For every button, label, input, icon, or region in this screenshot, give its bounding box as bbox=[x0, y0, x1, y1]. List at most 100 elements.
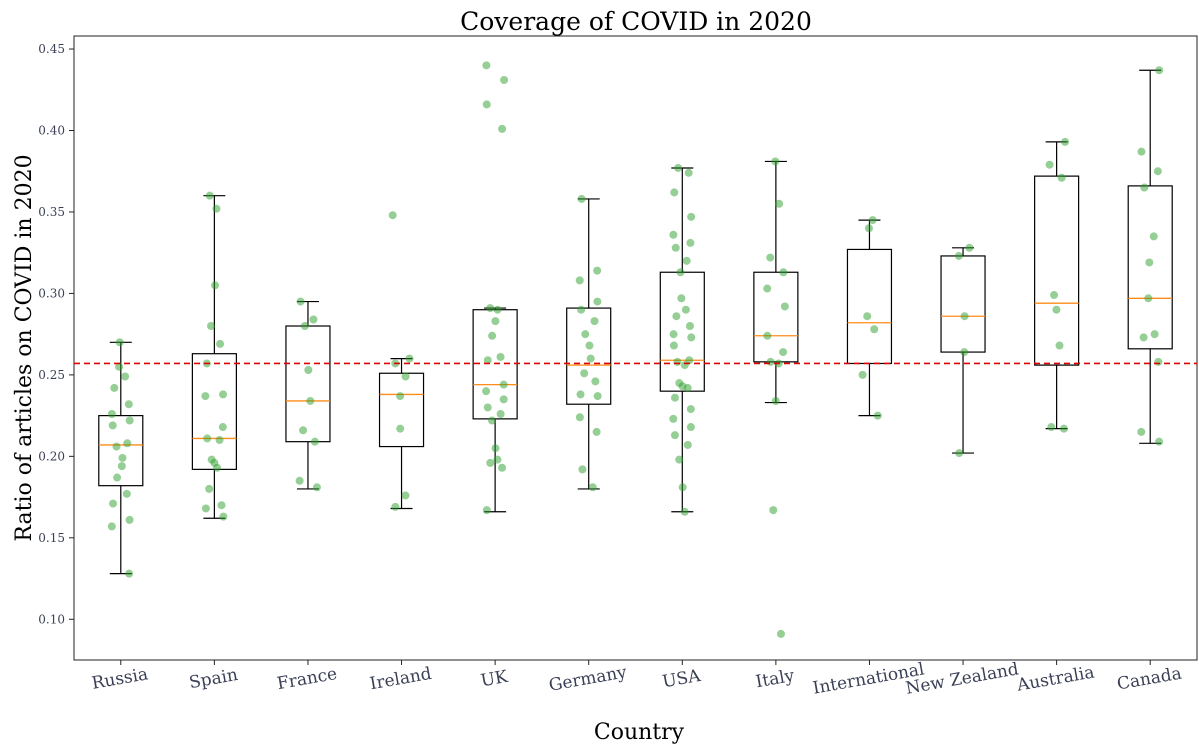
y-tick-label: 0.45 bbox=[38, 42, 65, 56]
x-tick-label: France bbox=[276, 664, 339, 694]
data-point bbox=[868, 216, 877, 225]
data-point bbox=[493, 305, 502, 314]
y-tick-label: 0.30 bbox=[38, 286, 65, 300]
data-point bbox=[219, 512, 228, 521]
data-point bbox=[585, 341, 594, 350]
data-point bbox=[205, 484, 214, 493]
data-point bbox=[216, 339, 225, 348]
data-point bbox=[109, 499, 118, 508]
data-point bbox=[769, 506, 778, 515]
data-point bbox=[684, 168, 693, 177]
data-point bbox=[396, 424, 405, 433]
data-point bbox=[577, 305, 586, 314]
data-point bbox=[391, 502, 400, 511]
data-point bbox=[125, 515, 134, 524]
box bbox=[1034, 175, 1080, 366]
data-point bbox=[201, 504, 210, 513]
y-tick-label: 0.40 bbox=[38, 123, 65, 137]
data-point bbox=[310, 437, 319, 446]
data-point bbox=[121, 372, 130, 381]
data-point bbox=[590, 317, 599, 326]
data-point bbox=[396, 392, 405, 401]
data-point bbox=[491, 317, 500, 326]
data-point bbox=[687, 333, 696, 342]
data-point bbox=[682, 256, 691, 265]
data-point bbox=[678, 483, 687, 492]
data-point bbox=[1154, 357, 1163, 366]
data-point bbox=[1045, 160, 1054, 169]
data-point bbox=[670, 431, 679, 440]
plot-frame bbox=[73, 35, 1198, 661]
data-point bbox=[960, 348, 969, 357]
data-point bbox=[578, 465, 587, 474]
data-point bbox=[1059, 424, 1068, 433]
data-point bbox=[960, 312, 969, 321]
plot-area: 0.10 0.15 0.20 0.25 0.30 0.35 0.40 0.45 Russia Sp… bbox=[38, 35, 1198, 699]
x-tick-label: Canada bbox=[1115, 664, 1183, 695]
x-tick-label: Russia bbox=[90, 664, 149, 694]
data-point bbox=[593, 266, 602, 275]
y-tick-label: 0.15 bbox=[38, 531, 65, 545]
x-tick-label: Ireland bbox=[368, 664, 433, 695]
data-point bbox=[123, 439, 132, 448]
data-point bbox=[482, 100, 491, 109]
data-point bbox=[299, 426, 308, 435]
data-point bbox=[218, 423, 227, 432]
data-point bbox=[779, 348, 788, 357]
data-point bbox=[673, 357, 682, 366]
data-point bbox=[213, 463, 222, 472]
x-tick-label: USA bbox=[661, 666, 703, 692]
data-point bbox=[1150, 330, 1159, 339]
data-point bbox=[1155, 437, 1164, 446]
data-point bbox=[681, 305, 690, 314]
box bbox=[378, 372, 425, 448]
data-point bbox=[675, 379, 684, 388]
data-point bbox=[295, 476, 304, 485]
box bbox=[659, 271, 705, 392]
data-point bbox=[581, 330, 590, 339]
data-point bbox=[309, 315, 318, 324]
data-point bbox=[212, 204, 221, 213]
box bbox=[1127, 185, 1173, 350]
data-point bbox=[217, 501, 226, 510]
data-point bbox=[125, 416, 134, 425]
data-point bbox=[500, 75, 509, 84]
data-point bbox=[486, 458, 495, 467]
data-point bbox=[1153, 167, 1162, 176]
data-point bbox=[496, 409, 505, 418]
data-point bbox=[771, 396, 780, 405]
data-point bbox=[488, 416, 497, 425]
data-point bbox=[1137, 427, 1146, 436]
x-tick-label: Italy bbox=[754, 666, 796, 692]
data-point bbox=[124, 400, 133, 409]
data-point bbox=[1052, 305, 1061, 314]
data-point bbox=[1050, 291, 1059, 300]
y-tick-label: 0.20 bbox=[38, 449, 65, 463]
data-point bbox=[496, 352, 505, 361]
data-point bbox=[482, 506, 491, 515]
data-point bbox=[686, 238, 695, 247]
box bbox=[98, 415, 144, 487]
y-tick-label: 0.35 bbox=[38, 205, 65, 219]
y-tick-label: 0.10 bbox=[38, 612, 65, 626]
data-point bbox=[676, 268, 685, 277]
data-point bbox=[401, 372, 410, 381]
data-point bbox=[670, 188, 679, 197]
data-point bbox=[1145, 258, 1154, 267]
data-point bbox=[766, 253, 775, 262]
data-point bbox=[125, 569, 134, 578]
data-point bbox=[493, 455, 502, 464]
data-point bbox=[113, 473, 122, 482]
data-point bbox=[593, 297, 602, 306]
y-tick-label: 0.25 bbox=[38, 368, 65, 382]
box bbox=[753, 271, 799, 363]
data-point bbox=[775, 199, 784, 208]
data-point bbox=[577, 194, 586, 203]
data-point bbox=[592, 427, 601, 436]
data-point bbox=[201, 392, 210, 401]
data-point bbox=[965, 243, 974, 252]
data-point bbox=[776, 629, 785, 638]
data-point bbox=[864, 224, 873, 233]
data-point bbox=[580, 369, 589, 378]
